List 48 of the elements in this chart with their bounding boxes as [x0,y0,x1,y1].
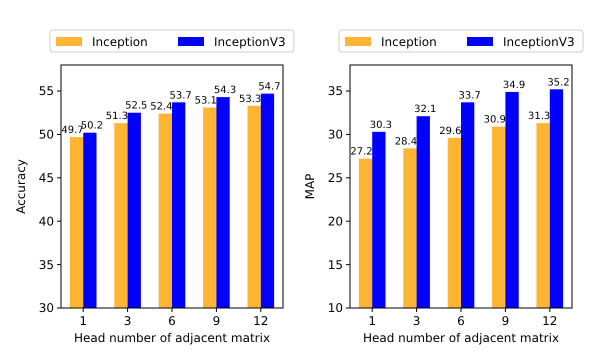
x-axis-title: Head number of adjacent matrix [362,331,560,345]
y-tick-label: 40 [38,214,54,228]
data-label: 29.6 [439,126,462,137]
y-tick-label: 25 [328,171,343,186]
legend-label: Inception [92,35,148,49]
x-tick-label: 1 [368,314,376,328]
y-tick-label: 20 [328,214,343,228]
data-label: 53.7 [170,90,192,102]
x-tick-label: 12 [542,314,558,328]
x-tick-label: 9 [212,314,220,328]
x-tick-label: 1 [79,314,88,328]
y-tick-label: 35 [38,258,54,272]
x-axis-title: Head number of adjacent matrix [74,331,270,345]
data-label: 52.4 [150,102,172,113]
y-tick-label: 45 [38,171,54,186]
data-label: 28.4 [394,136,418,148]
data-label: 31.3 [528,111,550,122]
data-label: 52.5 [125,100,148,112]
data-label: 35.2 [547,77,570,88]
y-tick-label: 15 [328,258,343,272]
x-tick-label: 6 [168,314,176,328]
y-tick-label: 30 [38,301,54,316]
y-tick-label: 55 [38,84,54,98]
data-label: 30.3 [370,120,392,131]
x-tick-label: 12 [253,314,268,328]
y-axis-title: Accuracy [14,159,28,214]
data-label: 54.3 [214,85,236,96]
y-tick-label: 30 [328,128,343,142]
data-label: 33.7 [458,90,481,102]
legend-label: Inception [381,35,437,49]
data-label: 53.1 [194,96,217,107]
y-tick-label: 35 [328,84,343,98]
data-label: 34.9 [502,80,526,91]
data-label: 53.3 [239,94,262,105]
x-tick-label: 3 [412,314,420,328]
data-label: 32.1 [414,104,436,116]
x-tick-label: 3 [124,314,132,328]
data-label: 54.7 [258,82,281,93]
x-tick-label: 6 [457,314,465,328]
legend-label: InceptionV3 [503,35,575,49]
data-label: 51.3 [106,111,128,122]
x-tick-label: 9 [502,314,510,328]
y-axis-title: MAP [303,174,317,200]
y-tick-label: 50 [38,128,54,142]
legend-label: InceptionV3 [214,35,286,49]
data-label: 27.2 [350,146,373,158]
data-label: 30.9 [484,114,506,126]
y-tick-label: 10 [328,301,343,316]
